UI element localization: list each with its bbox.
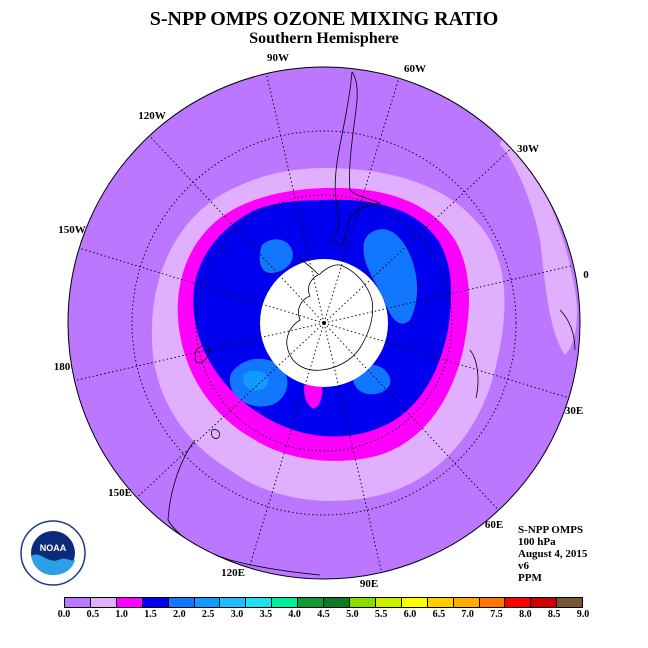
- meridian-line: [323, 322, 569, 399]
- ozone-field: [68, 67, 580, 579]
- colorbar-segment: [168, 598, 195, 607]
- colorbar-tick-label: 2.5: [201, 609, 215, 620]
- colorbar-tick-label: 4.0: [288, 609, 301, 620]
- info-date: August 4, 2015: [518, 548, 588, 560]
- meridian-line: [323, 78, 400, 324]
- colorbar-tick-label: 8.5: [547, 609, 561, 620]
- colorbar-tick-label: 5.0: [346, 609, 359, 620]
- longitude-labels: 90W 60W 30W 0 30E 60E 90E 120E 150E 180 …: [54, 52, 590, 590]
- colorbar-segment: [453, 598, 480, 607]
- meridian-line: [323, 322, 383, 573]
- label-120w: 120W: [138, 110, 166, 122]
- label-120e: 120E: [221, 567, 245, 579]
- map-boundary: [67, 66, 581, 580]
- meridian-lines: [74, 73, 574, 573]
- colorbar-segment: [375, 598, 402, 607]
- noaa-logo-text: NOAA: [40, 543, 67, 553]
- colorbar-tick-label: 4.5: [317, 609, 330, 620]
- meridian-line: [136, 322, 325, 498]
- colorbar-segment: [479, 598, 506, 607]
- noaa-logo: NOAA: [20, 520, 86, 586]
- south-pole-marker: [322, 321, 326, 325]
- colorbar-segment: [116, 598, 143, 607]
- meridian-line: [149, 135, 325, 324]
- colorbar-segment: [505, 598, 532, 607]
- meridian-line: [323, 322, 499, 511]
- colorbar-tick-label: 6.5: [432, 609, 446, 620]
- label-150w: 150W: [58, 224, 86, 236]
- map-subtitle: Southern Hemisphere: [249, 30, 399, 47]
- colorbar-segment: [65, 598, 91, 607]
- coast-antarctic-peninsula: [297, 257, 319, 275]
- colorbar-segment: [324, 598, 350, 607]
- colorbar-tick-label: 3.5: [259, 609, 273, 620]
- colorbar-segment: [531, 598, 558, 607]
- meridian-line: [74, 322, 325, 382]
- colorbar-segment: [142, 598, 169, 607]
- label-180: 180: [54, 361, 71, 373]
- field-2.0-2.5-east: [363, 229, 418, 324]
- meridian-line: [265, 73, 325, 324]
- colorbar-segment: [90, 598, 117, 607]
- label-60e: 60E: [485, 519, 503, 531]
- coast-south-america: [332, 71, 382, 245]
- label-90e: 90E: [360, 578, 378, 590]
- product-info: S-NPP OMPS 100 hPa August 4, 2015 v6 PPM: [518, 524, 587, 584]
- colorbar-segment: [557, 598, 583, 607]
- info-version: v6: [518, 560, 529, 572]
- map-title: S-NPP OMPS OZONE MIXING RATIO: [149, 8, 499, 30]
- colorbar-segment: [194, 598, 221, 607]
- colorbar-tick-label: 0.0: [57, 609, 71, 620]
- meridian-line: [248, 322, 325, 568]
- coast-africa: [559, 309, 576, 351]
- field-2.5-3.0-south: [242, 370, 269, 391]
- latitude-circle-45s: [131, 130, 517, 516]
- colorbar-tick-label: 8.0: [519, 609, 532, 620]
- coast-tasmania: [211, 429, 220, 439]
- colorbar-segment: [298, 598, 325, 607]
- label-0: 0: [583, 269, 589, 281]
- colorbar: [64, 597, 583, 608]
- colorbar-segment: [401, 598, 428, 607]
- label-150e: 150E: [108, 487, 132, 499]
- field-2.0-2.5-west: [259, 239, 293, 274]
- colorbar-segment: [272, 598, 299, 607]
- coast-antarctica: [286, 264, 374, 371]
- colorbar-tick-label: 9.0: [576, 609, 590, 620]
- info-level: 100 hPa: [518, 536, 556, 548]
- info-instrument: S-NPP OMPS: [518, 524, 584, 536]
- colorbar-segment: [220, 598, 247, 607]
- meridian-line: [323, 148, 512, 324]
- colorbar-tick-label: 1.5: [144, 609, 157, 620]
- label-30w: 30W: [517, 143, 539, 155]
- colorbar-segment: [427, 598, 454, 607]
- colorbar-tick-label: 5.5: [374, 609, 388, 620]
- colorbar-tick-label: 6.0: [403, 609, 417, 620]
- label-90w: 90W: [267, 52, 289, 64]
- colorbar-segment: [349, 598, 376, 607]
- coast-new-zealand: [194, 345, 210, 364]
- colorbar-segment: [246, 598, 273, 607]
- colorbar-tick-label: 7.5: [490, 609, 503, 620]
- info-units: PPM: [518, 572, 542, 584]
- meridian-line: [79, 247, 325, 324]
- graticule: [74, 73, 574, 573]
- field-0.5-1.0-east-band: [500, 130, 577, 355]
- colorbar-labels: 0.0 0.5 1.0 1.5 2.0 2.5 3.0 3.5 4.0 4.5 5.0 5.5 6.0 6…: [58, 609, 590, 623]
- coast-madagascar: [469, 349, 479, 399]
- colorbar-tick-label: 0.5: [86, 609, 100, 620]
- label-30e: 30E: [565, 405, 583, 417]
- colorbar-tick-label: 1.0: [115, 609, 128, 620]
- label-60w: 60W: [404, 63, 426, 75]
- latitude-circle-30s: [195, 194, 453, 452]
- colorbar-tick-label: 3.0: [230, 609, 244, 620]
- colorbar-tick-label: 7.0: [461, 609, 474, 620]
- meridian-line: [323, 264, 574, 324]
- colorbar-tick-label: 2.0: [173, 609, 186, 620]
